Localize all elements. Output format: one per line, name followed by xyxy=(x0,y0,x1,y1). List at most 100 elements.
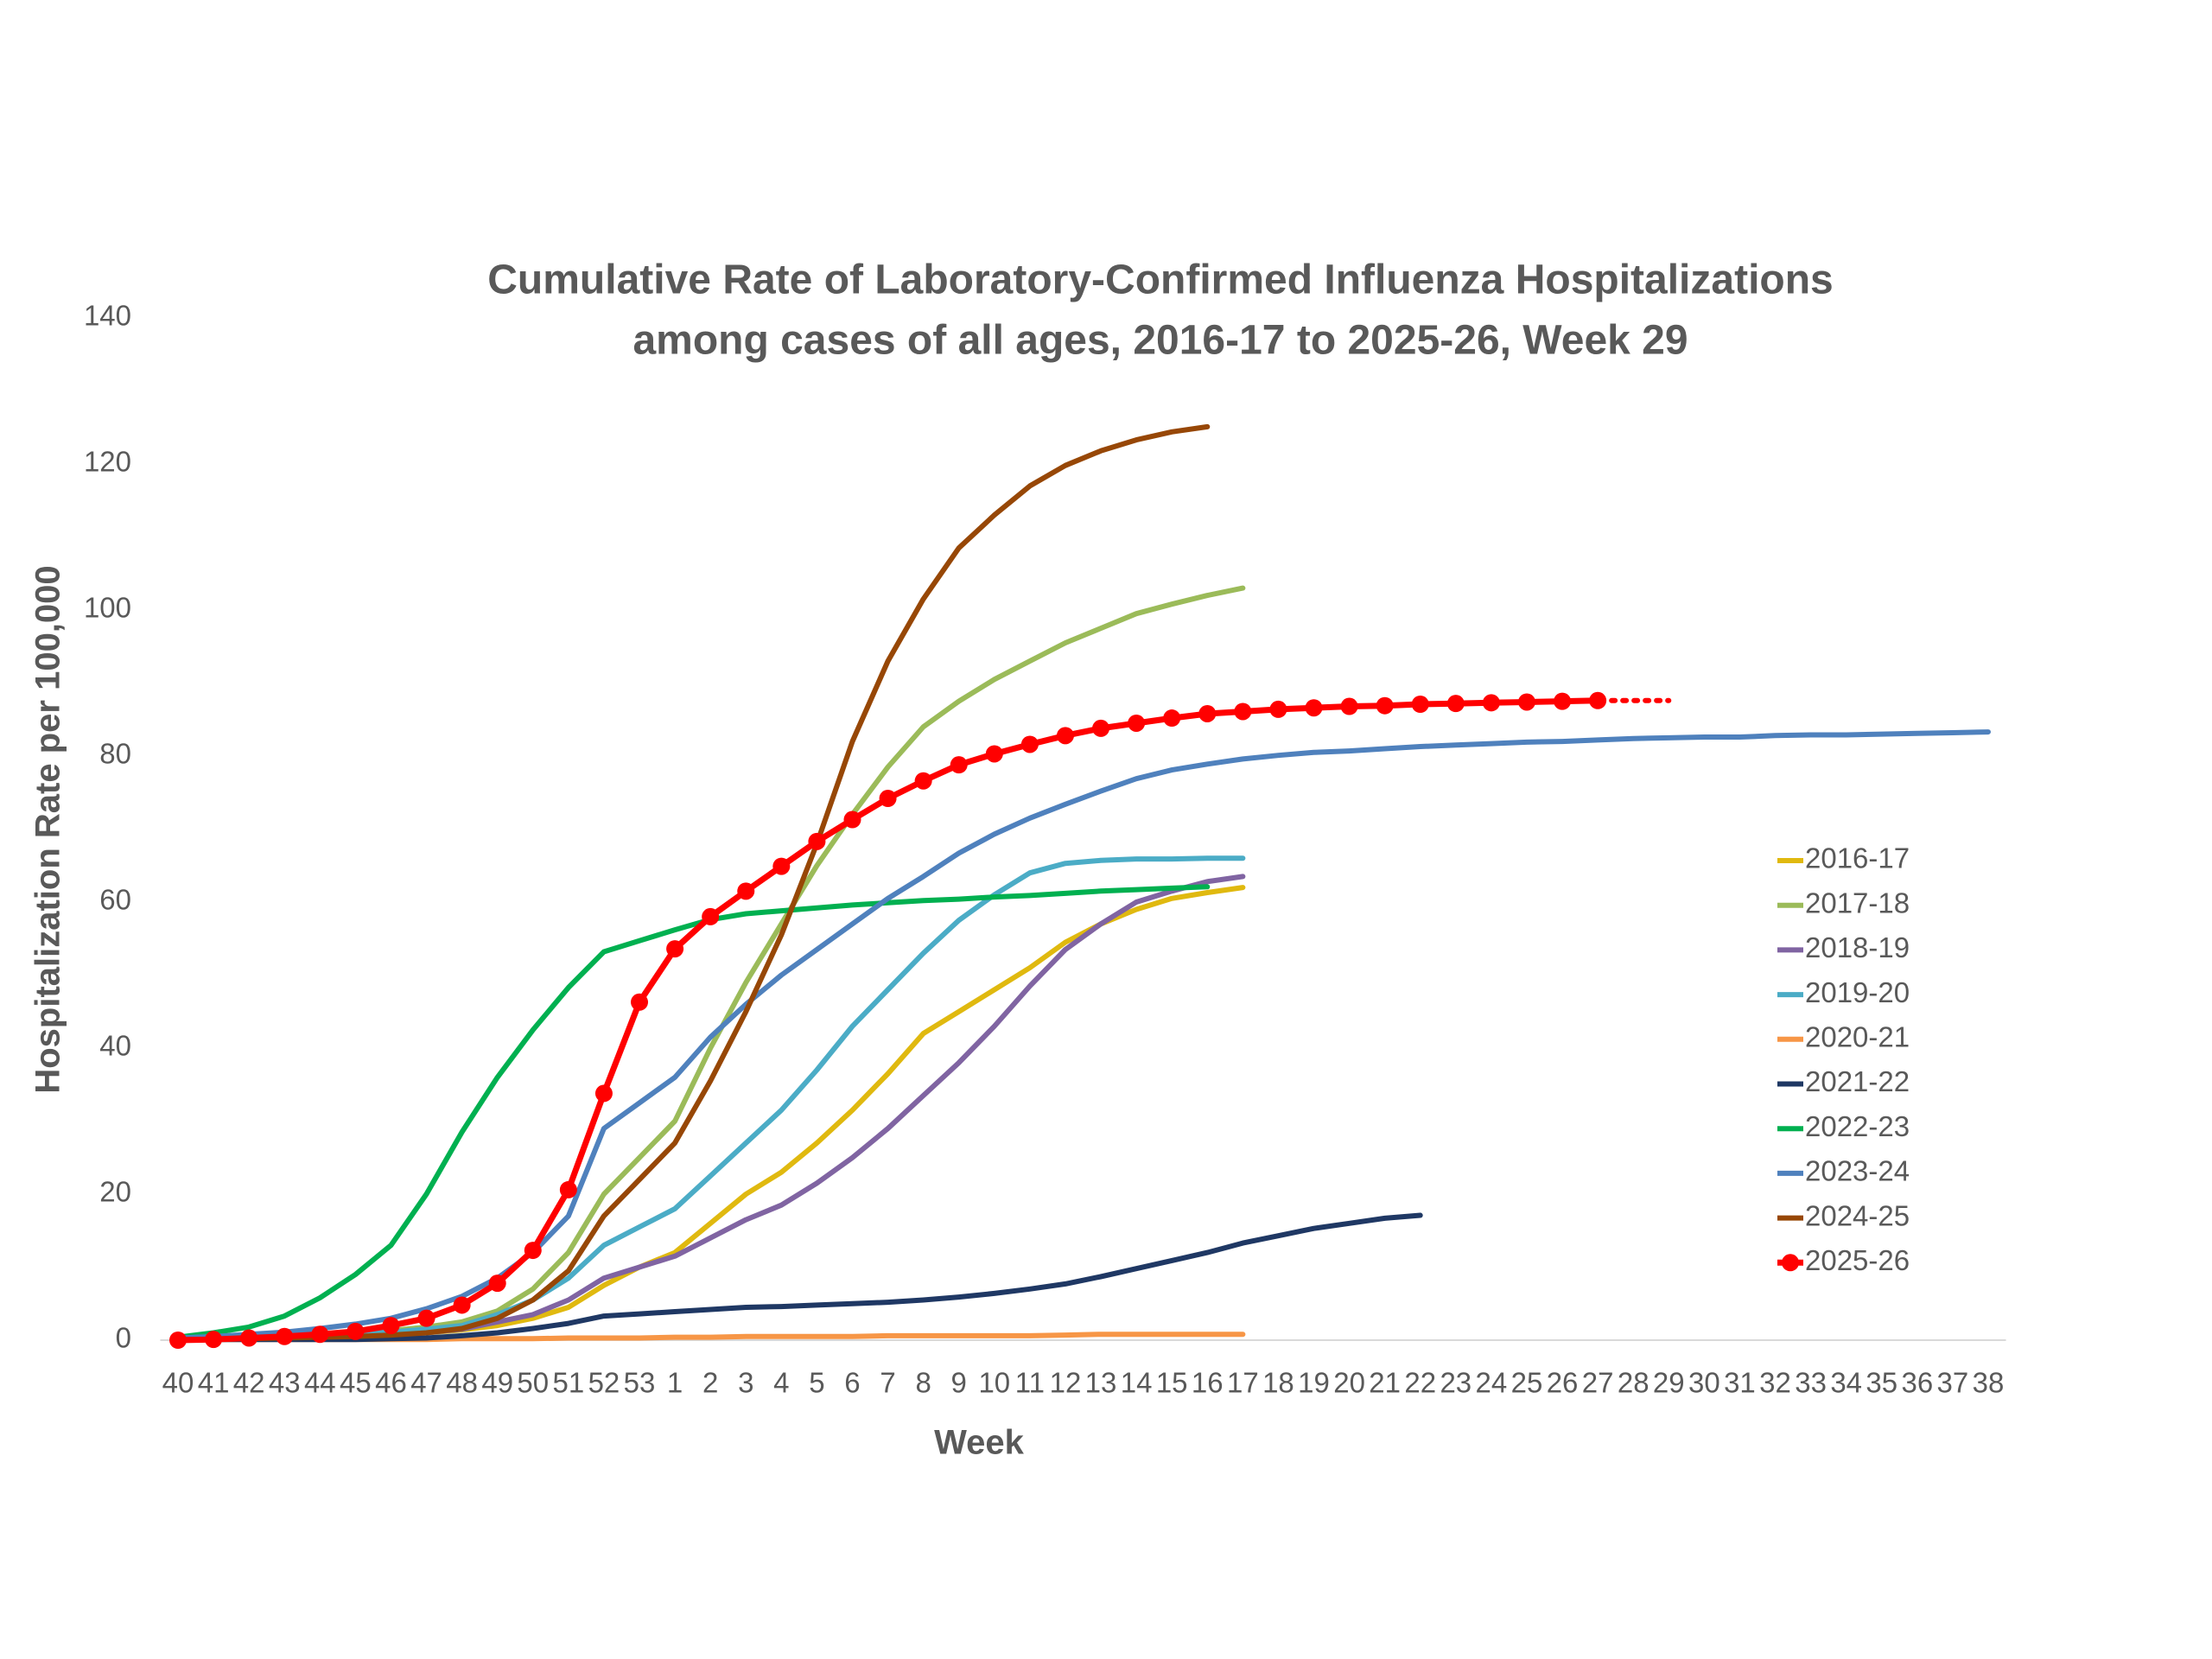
y-tick-label: 20 xyxy=(99,1176,131,1208)
series-marker xyxy=(808,832,826,850)
x-tick-label: 43 xyxy=(269,1367,301,1399)
series-marker xyxy=(1020,735,1039,753)
legend-label: 2016-17 xyxy=(1805,842,1910,874)
x-tick-label: 47 xyxy=(410,1367,442,1399)
x-tick-label: 21 xyxy=(1369,1367,1401,1399)
series-marker xyxy=(169,1332,187,1349)
legend-label: 2020-21 xyxy=(1805,1021,1910,1053)
series-marker xyxy=(1234,702,1252,721)
legend-marker xyxy=(1782,1254,1799,1272)
x-tick-label: 46 xyxy=(375,1367,407,1399)
legend-label: 2017-18 xyxy=(1805,887,1910,918)
series-marker xyxy=(1376,696,1394,715)
series-marker xyxy=(1554,692,1572,710)
legend-label: 2022-23 xyxy=(1805,1110,1910,1142)
x-tick-label: 8 xyxy=(915,1367,931,1399)
series-marker xyxy=(631,993,649,1011)
x-tick-label: 32 xyxy=(1759,1367,1791,1399)
series-marker xyxy=(985,745,1003,763)
x-tick-label: 29 xyxy=(1653,1367,1685,1399)
series-line xyxy=(175,884,1211,1340)
series-marker xyxy=(594,1084,613,1103)
x-tick-label: 10 xyxy=(978,1367,1010,1399)
y-tick-label: 120 xyxy=(84,446,131,478)
series-marker xyxy=(276,1327,294,1345)
x-tick-label: 3 xyxy=(738,1367,753,1399)
series-marker xyxy=(1269,700,1287,718)
series-marker xyxy=(1198,704,1217,722)
x-tick-label: 36 xyxy=(1901,1367,1933,1399)
series-marker xyxy=(1411,696,1429,714)
x-tick-label: 11 xyxy=(1015,1367,1045,1399)
series-line xyxy=(175,729,1991,1341)
series-marker xyxy=(1092,719,1110,737)
y-tick-label: 40 xyxy=(99,1030,131,1062)
legend-label: 2023-24 xyxy=(1805,1155,1910,1187)
x-tick-label: 22 xyxy=(1404,1367,1436,1399)
series-marker xyxy=(311,1325,329,1344)
series-line xyxy=(175,1212,1423,1343)
x-tick-label: 12 xyxy=(1050,1367,1082,1399)
y-tick-label: 100 xyxy=(84,592,131,624)
x-tick-label: 19 xyxy=(1298,1367,1330,1399)
series-marker xyxy=(666,940,684,958)
x-tick-label: 52 xyxy=(588,1367,620,1399)
x-tick-label: 20 xyxy=(1333,1367,1365,1399)
series-marker xyxy=(1305,699,1323,717)
x-tick-label: 50 xyxy=(517,1367,549,1399)
series-marker xyxy=(559,1180,577,1198)
series-marker xyxy=(346,1322,365,1340)
series-marker xyxy=(1517,693,1535,711)
x-tick-label: 17 xyxy=(1227,1367,1259,1399)
series-marker xyxy=(1163,709,1181,728)
y-axis-title: Hospitalization Rate per 100,000 xyxy=(29,565,67,1093)
x-tick-label: 37 xyxy=(1937,1367,1969,1399)
x-tick-label: 23 xyxy=(1440,1367,1471,1399)
x-tick-label: 24 xyxy=(1476,1367,1508,1399)
series-marker xyxy=(205,1331,223,1349)
x-tick-label: 44 xyxy=(304,1367,336,1399)
series-marker xyxy=(382,1317,400,1335)
x-tick-label: 31 xyxy=(1724,1367,1756,1399)
series-marker xyxy=(453,1296,471,1314)
series-marker xyxy=(843,810,861,829)
x-tick-label: 35 xyxy=(1866,1367,1897,1399)
x-tick-label: 42 xyxy=(233,1367,265,1399)
legend-label: 2021-22 xyxy=(1805,1065,1910,1097)
series-marker xyxy=(417,1309,435,1327)
series-marker xyxy=(1056,727,1074,745)
series-marker xyxy=(772,857,791,875)
series-marker xyxy=(1589,691,1607,709)
x-tick-label: 40 xyxy=(162,1367,194,1399)
x-tick-label: 26 xyxy=(1547,1367,1579,1399)
series-marker xyxy=(1128,714,1146,732)
x-tick-label: 13 xyxy=(1085,1367,1117,1399)
series-marker xyxy=(879,790,897,808)
chart-title: Cumulative Rate of Laboratory-Confirmed … xyxy=(487,257,1834,303)
x-tick-label: 2 xyxy=(702,1367,718,1399)
x-tick-label: 9 xyxy=(951,1367,967,1399)
x-tick-label: 6 xyxy=(844,1367,860,1399)
series-marker xyxy=(1482,694,1500,712)
chart-title: among cases of all ages, 2016-17 to 2025… xyxy=(632,318,1688,364)
x-tick-label: 33 xyxy=(1795,1367,1827,1399)
x-tick-label: 53 xyxy=(624,1367,656,1399)
x-tick-label: 30 xyxy=(1688,1367,1720,1399)
x-tick-label: 51 xyxy=(553,1367,585,1399)
x-tick-label: 38 xyxy=(1973,1367,2005,1399)
x-tick-label: 4 xyxy=(773,1367,789,1399)
x-tick-label: 5 xyxy=(809,1367,824,1399)
x-tick-label: 49 xyxy=(481,1367,513,1399)
x-tick-label: 16 xyxy=(1192,1367,1224,1399)
x-tick-label: 1 xyxy=(667,1367,683,1399)
x-tick-label: 27 xyxy=(1582,1367,1614,1399)
legend-label: 2019-20 xyxy=(1805,976,1910,1008)
series-marker xyxy=(488,1274,506,1293)
x-tick-label: 48 xyxy=(446,1367,478,1399)
x-tick-label: 34 xyxy=(1830,1367,1862,1399)
series-marker xyxy=(524,1242,542,1260)
series-marker xyxy=(950,756,968,774)
legend-label: 2025-26 xyxy=(1805,1244,1910,1276)
x-tick-label: 18 xyxy=(1262,1367,1294,1399)
